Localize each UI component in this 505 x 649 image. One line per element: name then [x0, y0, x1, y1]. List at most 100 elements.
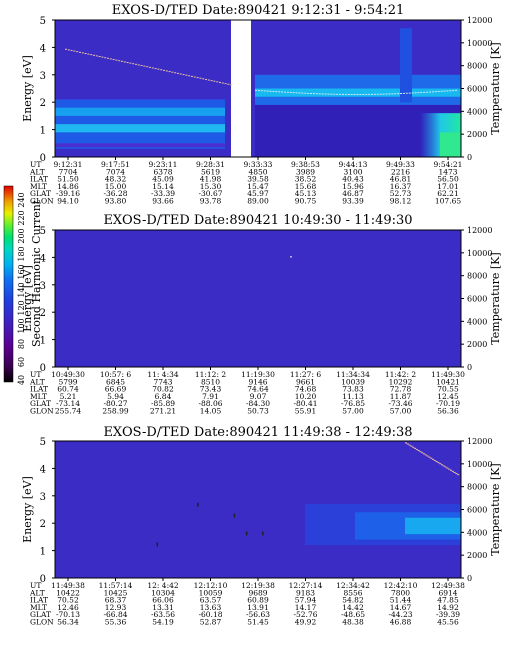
- trace-point: [315, 93, 318, 95]
- trace-point: [449, 90, 452, 92]
- orbit-cell: 39.58: [247, 175, 269, 184]
- orbit-cell: 73.43: [200, 385, 222, 394]
- trace-point: [324, 93, 327, 95]
- y-tick-label: 1: [40, 126, 46, 137]
- colorbar-tick-label: 40: [17, 375, 26, 385]
- orbit-cell: 10421: [436, 377, 460, 386]
- trace-point: [310, 92, 313, 94]
- trace-point: [441, 464, 443, 466]
- spectrogram-features: [290, 256, 292, 258]
- y-tick-label: 4: [40, 464, 46, 475]
- trace-point: [210, 80, 213, 82]
- y2-tick-label: 8000: [467, 62, 487, 71]
- trace-point: [435, 461, 438, 463]
- y2-axis-label: Temperature [K]: [489, 463, 502, 555]
- orbit-cell: 55.36: [105, 618, 127, 627]
- orbit-cell: 15.68: [295, 182, 317, 191]
- y-tick-label: 2: [40, 519, 46, 530]
- y2-tick-label: 2000: [467, 130, 487, 139]
- orbit-cell: 9:38:53: [291, 160, 320, 169]
- trace-point: [385, 93, 388, 95]
- trace-point: [216, 81, 219, 83]
- orbit-cell: 11:57:14: [99, 581, 133, 590]
- trace-point: [433, 459, 436, 461]
- orbit-cell: 11:42: 2: [385, 370, 417, 379]
- orbit-cell: 16.37: [390, 182, 412, 191]
- y2-tick-label: 2000: [467, 551, 487, 560]
- band-core: [55, 107, 225, 116]
- orbit-row-label: UT: [30, 581, 41, 590]
- y-tick-label: 3: [40, 281, 46, 292]
- panel-2: EXOS-D/TED Date:890421 10:49:30 - 11:49:…: [21, 213, 502, 416]
- orbit-cell: 15.96: [342, 182, 364, 191]
- orbit-cell: 14.17: [295, 603, 317, 612]
- y-tick-label: 0: [40, 363, 46, 374]
- y2-tick-label: 8000: [467, 483, 487, 492]
- y-tick-label: 5: [40, 16, 46, 27]
- trace-point: [408, 444, 411, 446]
- spectrogram-features: [55, 20, 461, 157]
- trace-point: [406, 443, 409, 445]
- orbit-cell: 12.45: [437, 392, 459, 401]
- orbit-cell: 7800: [391, 588, 410, 597]
- y2-tick-label: 12000: [467, 437, 492, 446]
- trace-point: [284, 91, 286, 93]
- trace-point: [163, 69, 165, 71]
- trace-point: [371, 93, 373, 95]
- trace-point: [154, 68, 157, 70]
- trace-point: [333, 93, 336, 95]
- trace-point: [356, 93, 359, 95]
- trace-point: [67, 49, 70, 51]
- orbit-cell: 10039: [341, 377, 365, 386]
- trace-point: [143, 65, 146, 67]
- orbit-cell: -80.41: [293, 399, 317, 408]
- orbit-cell: 60.89: [247, 596, 269, 605]
- orbit-cell: 49.92: [295, 618, 317, 627]
- colorbar-tick-label: 220: [17, 210, 26, 225]
- trace-point: [365, 93, 368, 95]
- y2-tick-label: 4000: [467, 317, 487, 326]
- y-tick-label: 0: [40, 153, 46, 164]
- orbit-cell: 7074: [106, 167, 125, 176]
- orbit-cell: 11.87: [390, 392, 412, 401]
- trace-point: [405, 442, 407, 444]
- trace-point: [98, 56, 101, 58]
- trace-point: [453, 471, 456, 473]
- orbit-cell: -88.06: [198, 399, 222, 408]
- trace-point: [426, 455, 429, 457]
- trace-point: [304, 92, 307, 94]
- trace-point: [213, 80, 216, 82]
- orbit-cell: 93.78: [200, 197, 222, 206]
- colorbar-tick-label: 240: [17, 192, 26, 207]
- orbit-cell: 48.38: [342, 618, 364, 627]
- trace-point: [426, 91, 429, 93]
- band-low-energy: [55, 99, 225, 149]
- temperature-trace: [156, 442, 460, 547]
- orbit-cell: 45.97: [247, 189, 269, 198]
- trace-point: [126, 62, 129, 64]
- orbit-row-label: UT: [30, 370, 41, 379]
- orbit-cell: 10059: [199, 588, 223, 597]
- trace-point: [101, 56, 104, 58]
- trace-point: [135, 63, 137, 65]
- trace-point: [230, 84, 233, 86]
- trace-point: [450, 469, 452, 471]
- orbit-cell: 12:42:10: [384, 581, 418, 590]
- orbit-cell: 10:49:30: [51, 370, 85, 379]
- spike: [262, 531, 264, 536]
- orbit-cell: 7.91: [202, 392, 219, 401]
- orbit-cell: 12:49:38: [431, 581, 465, 590]
- trace-point: [448, 468, 451, 470]
- colorbar-tick-label: 160: [17, 264, 26, 279]
- orbit-cell: 14.86: [57, 182, 79, 191]
- orbit-row-label: ALT: [29, 167, 45, 176]
- trace-point: [275, 91, 278, 93]
- orbit-cell: 55.91: [295, 407, 316, 416]
- orbit-cell: 13.31: [152, 603, 173, 612]
- orbit-row-label: GLAT: [30, 399, 51, 408]
- orbit-cell: 12.93: [105, 603, 127, 612]
- trace-point: [118, 60, 121, 62]
- trace-point: [286, 91, 289, 93]
- orbit-cell: 3989: [296, 167, 315, 176]
- orbit-cell: 9689: [248, 588, 267, 597]
